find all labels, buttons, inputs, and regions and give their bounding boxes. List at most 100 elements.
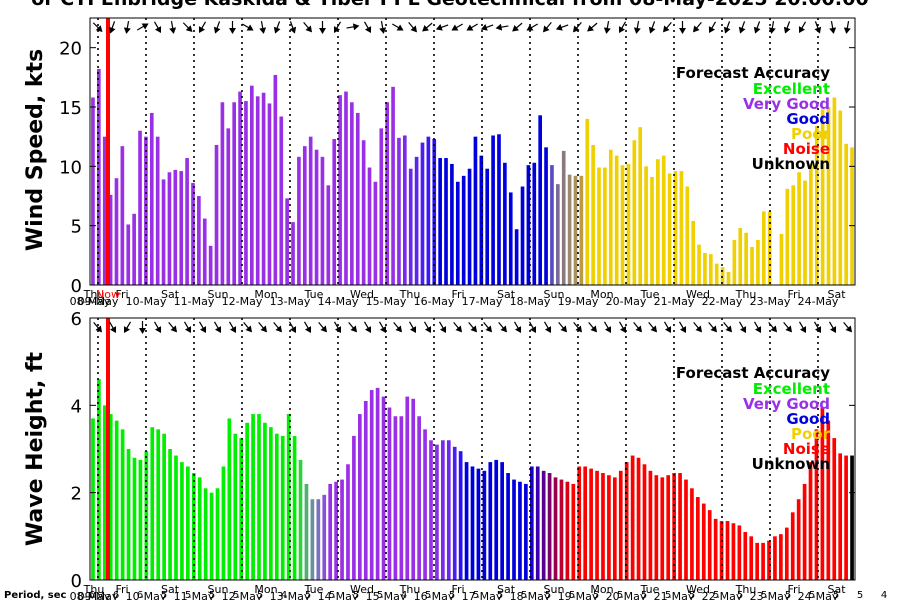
direction-arrow-icon xyxy=(829,20,837,34)
bar xyxy=(438,158,442,285)
bar xyxy=(379,128,384,285)
bar xyxy=(473,136,478,285)
period-value: 5 xyxy=(689,590,695,600)
period-value: 6 xyxy=(137,590,143,600)
bar xyxy=(654,475,659,580)
bar xyxy=(719,521,724,580)
day-name-label: Tue xyxy=(304,583,324,596)
bar xyxy=(784,527,789,580)
bar xyxy=(550,165,554,285)
period-value: 5 xyxy=(473,590,479,600)
bar xyxy=(744,232,748,285)
bar xyxy=(571,483,576,580)
bar xyxy=(408,168,413,285)
date-label: 18-May xyxy=(510,295,551,308)
date-label: 09-May xyxy=(78,590,119,600)
bar xyxy=(302,146,307,285)
bar xyxy=(470,466,475,580)
period-value: 4 xyxy=(401,590,407,600)
period-value: 5 xyxy=(641,590,647,600)
bar xyxy=(761,211,766,285)
day-name-label: Fri xyxy=(787,288,800,301)
period-value: 5 xyxy=(449,590,455,600)
bar xyxy=(707,510,712,580)
period-value: 5 xyxy=(161,590,167,600)
bar xyxy=(595,470,599,580)
bar xyxy=(387,407,392,580)
direction-arrow-icon xyxy=(753,21,761,34)
bar xyxy=(403,135,407,285)
bar xyxy=(381,396,386,580)
bar xyxy=(791,185,796,285)
bar xyxy=(630,455,635,580)
direction-arrow-icon xyxy=(378,321,387,334)
direction-arrow-icon xyxy=(512,22,523,32)
bar xyxy=(767,211,772,285)
date-label: 12-May xyxy=(222,295,263,308)
bar xyxy=(601,473,605,580)
day-name-label: Wed xyxy=(686,288,710,301)
period-value: 5 xyxy=(521,590,527,600)
bar xyxy=(108,414,113,580)
legend-item: Good xyxy=(786,110,830,128)
bar xyxy=(97,69,101,285)
direction-arrow-icon xyxy=(603,20,611,34)
bar xyxy=(202,218,207,285)
direction-arrow-icon xyxy=(587,22,598,32)
period-value: 5 xyxy=(857,590,863,600)
period-value: 5 xyxy=(185,590,191,600)
bar xyxy=(814,429,819,580)
period-value: 5 xyxy=(665,590,671,600)
bar xyxy=(238,91,242,285)
legend-item: Noise xyxy=(783,140,830,158)
bar xyxy=(749,536,754,580)
bar xyxy=(518,481,522,580)
bar xyxy=(291,222,295,285)
bar xyxy=(458,451,463,580)
bar xyxy=(244,101,248,285)
day-name-label: Tue xyxy=(304,288,324,301)
bar xyxy=(607,475,611,580)
period-value: 5 xyxy=(833,590,839,600)
bar xyxy=(520,186,525,285)
bar xyxy=(233,433,238,580)
y-tick-label: 10 xyxy=(59,157,82,178)
bar xyxy=(280,435,285,580)
day-name-label: Thu xyxy=(735,583,757,596)
legend-item: Noise xyxy=(783,440,830,458)
direction-arrow-icon xyxy=(213,321,222,334)
bar xyxy=(547,473,552,580)
date-label: 24-May xyxy=(798,295,839,308)
bar xyxy=(585,118,590,286)
legend-item: Good xyxy=(786,410,830,428)
bar xyxy=(642,464,647,580)
bar xyxy=(713,518,718,580)
bar xyxy=(350,102,354,285)
bar xyxy=(452,446,457,580)
legend-item: Very Good xyxy=(743,95,830,113)
bar xyxy=(322,494,327,580)
period-value: 6 xyxy=(113,590,119,600)
direction-arrow-icon xyxy=(648,21,656,34)
bar xyxy=(91,418,95,580)
direction-arrow-icon xyxy=(169,20,177,34)
day-name-label: Fri xyxy=(115,288,128,301)
period-value: 5 xyxy=(593,590,599,600)
direction-arrow-icon xyxy=(468,322,477,333)
period-value: 5 xyxy=(785,590,791,600)
bar xyxy=(144,451,149,580)
date-label: 21-May xyxy=(654,295,695,308)
bar xyxy=(429,440,433,580)
bar xyxy=(608,149,613,285)
bar xyxy=(292,435,297,580)
date-label: 10-May xyxy=(126,295,167,308)
bar xyxy=(479,155,484,285)
bar xyxy=(691,220,695,285)
direction-arrow-icon xyxy=(183,321,192,334)
direction-arrow-icon xyxy=(708,322,717,333)
y-tick-label: 15 xyxy=(59,98,82,119)
legend-item: Excellent xyxy=(753,380,830,398)
date-label: 16-May xyxy=(414,590,455,600)
direction-arrow-icon xyxy=(108,21,116,34)
bar xyxy=(397,137,401,285)
